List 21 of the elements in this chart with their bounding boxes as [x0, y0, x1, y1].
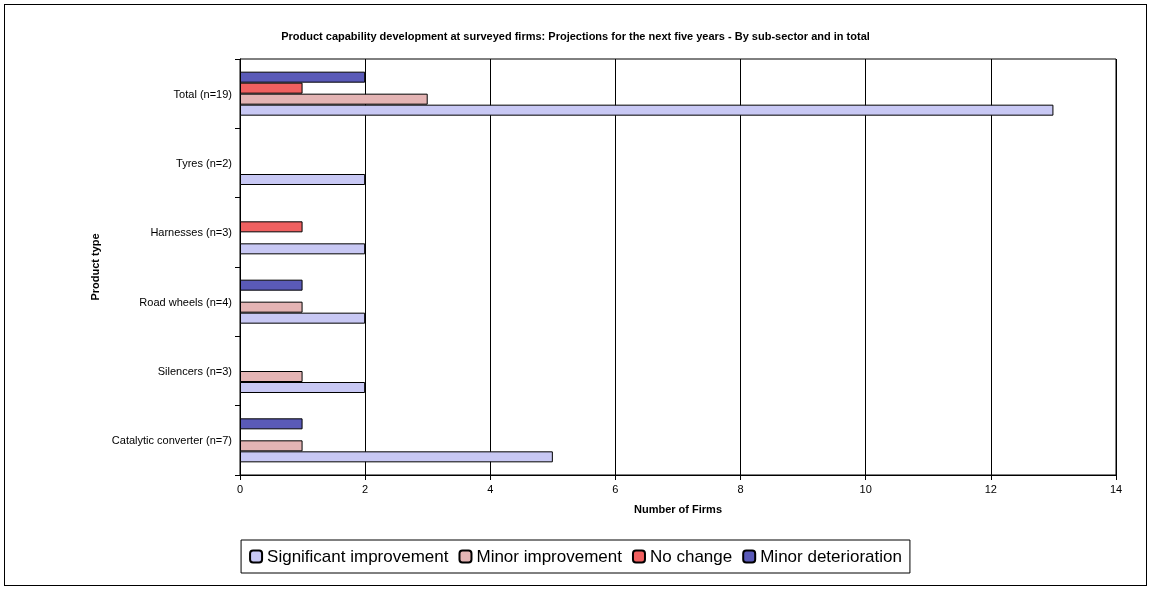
- x-tick-label: 0: [236, 482, 244, 495]
- y-tick-label: Silencers (n=3): [157, 365, 232, 377]
- legend-label: Minor deterioration: [760, 547, 902, 566]
- x-tick-label: 14: [1109, 482, 1123, 495]
- legend-label: Minor improvement: [476, 547, 623, 566]
- x-tick-label: 4: [487, 482, 494, 495]
- y-tick-label: Road wheels (n=4): [139, 295, 232, 308]
- y-tick-label: Harnesses (n=3): [150, 226, 232, 239]
- x-tick-label: 6: [612, 482, 619, 495]
- x-tick-label: 10: [859, 482, 872, 495]
- x-tick-label: 12: [984, 482, 997, 495]
- y-tick-label: Total (n=19): [173, 87, 232, 100]
- x-tick-label: 8: [737, 482, 744, 495]
- x-axis-title: Number of Firms: [633, 502, 723, 515]
- y-axis-title: Product type: [89, 233, 102, 301]
- y-tick-label: Catalytic converter (n=7): [111, 434, 232, 447]
- y-tick-label: Tyres (n=2): [176, 157, 232, 169]
- chart-title: Product capability development at surveyed firms: Projections for the next five years - By sub-sector and in total: [281, 29, 870, 42]
- x-tick-label: 2: [362, 482, 369, 495]
- legend-label: Significant improvement: [267, 547, 449, 566]
- legend-label: No change: [649, 547, 733, 566]
